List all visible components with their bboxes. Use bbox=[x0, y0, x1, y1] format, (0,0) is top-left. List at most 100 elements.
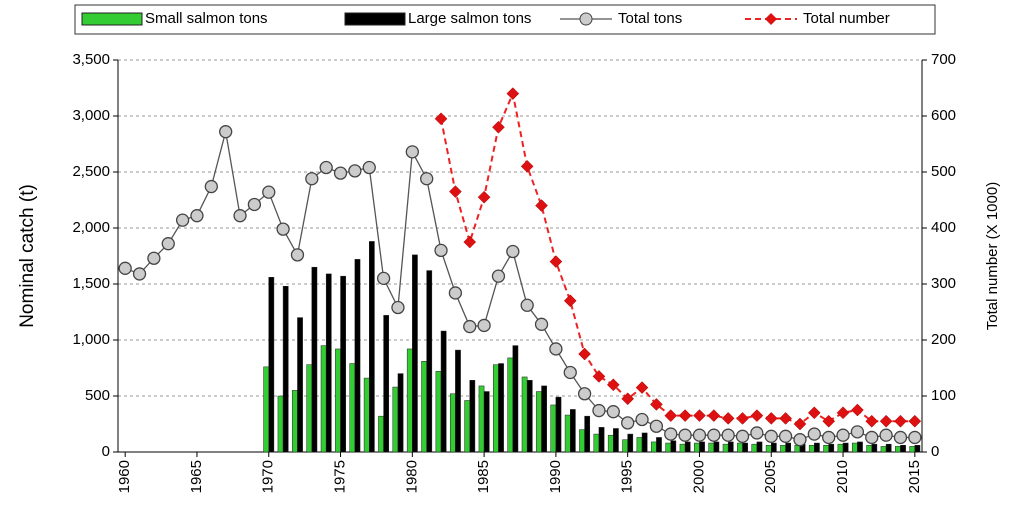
bar bbox=[650, 441, 657, 453]
line-series bbox=[124, 131, 915, 441]
bar bbox=[435, 371, 442, 453]
bar bbox=[780, 445, 786, 453]
y-tick-label: 2,000 bbox=[72, 219, 110, 236]
marker bbox=[319, 160, 333, 175]
bar bbox=[363, 377, 370, 453]
marker bbox=[822, 414, 836, 428]
marker bbox=[175, 213, 190, 227]
marker bbox=[535, 199, 548, 212]
marker bbox=[577, 387, 592, 401]
marker bbox=[736, 412, 749, 425]
marker bbox=[491, 269, 506, 283]
y-tick-label: 1,500 bbox=[72, 275, 110, 292]
x-tick-label: 1985 bbox=[475, 460, 492, 493]
bar bbox=[756, 441, 763, 453]
bar bbox=[622, 439, 628, 453]
bar bbox=[340, 275, 346, 453]
bar bbox=[325, 273, 332, 453]
bar bbox=[550, 404, 557, 453]
bar bbox=[880, 446, 887, 453]
bar bbox=[684, 441, 691, 453]
marker bbox=[534, 317, 549, 331]
x-tick-label: 1960 bbox=[116, 460, 133, 493]
marker bbox=[420, 172, 434, 186]
bar bbox=[808, 445, 815, 453]
line-series bbox=[440, 90, 915, 426]
marker bbox=[879, 414, 893, 428]
bar bbox=[541, 385, 547, 453]
marker bbox=[664, 427, 678, 441]
bar bbox=[909, 446, 916, 453]
y-tick-label: 1,000 bbox=[72, 331, 110, 348]
marker bbox=[721, 412, 735, 425]
x-tick-label: 1995 bbox=[619, 460, 636, 493]
marker bbox=[707, 409, 721, 422]
bar bbox=[512, 345, 519, 453]
marker bbox=[707, 428, 721, 442]
marker bbox=[233, 209, 247, 223]
marker bbox=[649, 419, 664, 433]
bar bbox=[397, 373, 404, 453]
bar bbox=[392, 386, 399, 453]
bar bbox=[349, 363, 356, 453]
marker bbox=[276, 222, 290, 236]
marker bbox=[520, 160, 534, 173]
bar bbox=[584, 415, 591, 453]
bar bbox=[536, 391, 542, 453]
marker bbox=[448, 286, 463, 300]
bar bbox=[857, 441, 863, 453]
bar bbox=[751, 443, 758, 453]
bar bbox=[627, 433, 634, 453]
marker bbox=[621, 392, 635, 406]
marker bbox=[764, 429, 778, 443]
x-tick-label: 1980 bbox=[403, 460, 420, 493]
marker bbox=[563, 294, 577, 308]
marker bbox=[807, 406, 821, 420]
marker bbox=[190, 209, 204, 223]
bar bbox=[263, 366, 269, 453]
bar bbox=[493, 364, 499, 453]
y2-tick-label: 200 bbox=[931, 331, 956, 348]
marker bbox=[650, 398, 663, 411]
marker bbox=[219, 125, 233, 139]
marker bbox=[678, 409, 692, 422]
marker bbox=[405, 145, 419, 159]
bar bbox=[785, 442, 792, 453]
x-tick-label: 2000 bbox=[690, 460, 707, 493]
marker bbox=[463, 235, 477, 249]
bar bbox=[656, 437, 662, 453]
marker bbox=[908, 430, 922, 445]
marker bbox=[463, 319, 477, 334]
marker bbox=[621, 416, 635, 430]
bar bbox=[469, 380, 476, 453]
marker bbox=[822, 430, 836, 445]
marker bbox=[807, 427, 821, 441]
marker bbox=[563, 365, 577, 380]
marker bbox=[391, 300, 405, 315]
bar bbox=[900, 445, 906, 453]
bar bbox=[521, 376, 528, 453]
bar bbox=[828, 443, 835, 453]
marker bbox=[333, 166, 348, 180]
marker bbox=[477, 190, 491, 204]
marker bbox=[449, 185, 462, 198]
bar bbox=[679, 443, 686, 453]
marker bbox=[434, 112, 448, 126]
y-tick-label: 3,500 bbox=[72, 51, 110, 68]
y-tick-label: 3,000 bbox=[72, 107, 110, 124]
bar bbox=[851, 442, 858, 453]
bar bbox=[837, 443, 844, 453]
bar bbox=[354, 259, 361, 453]
marker bbox=[477, 318, 491, 333]
marker bbox=[606, 378, 620, 392]
bar bbox=[406, 348, 413, 453]
marker bbox=[693, 409, 706, 422]
x-tick-label: 2010 bbox=[834, 460, 851, 493]
bar bbox=[823, 445, 829, 453]
marker bbox=[865, 414, 879, 428]
marker bbox=[635, 412, 649, 427]
marker bbox=[247, 197, 262, 212]
marker bbox=[132, 267, 147, 281]
